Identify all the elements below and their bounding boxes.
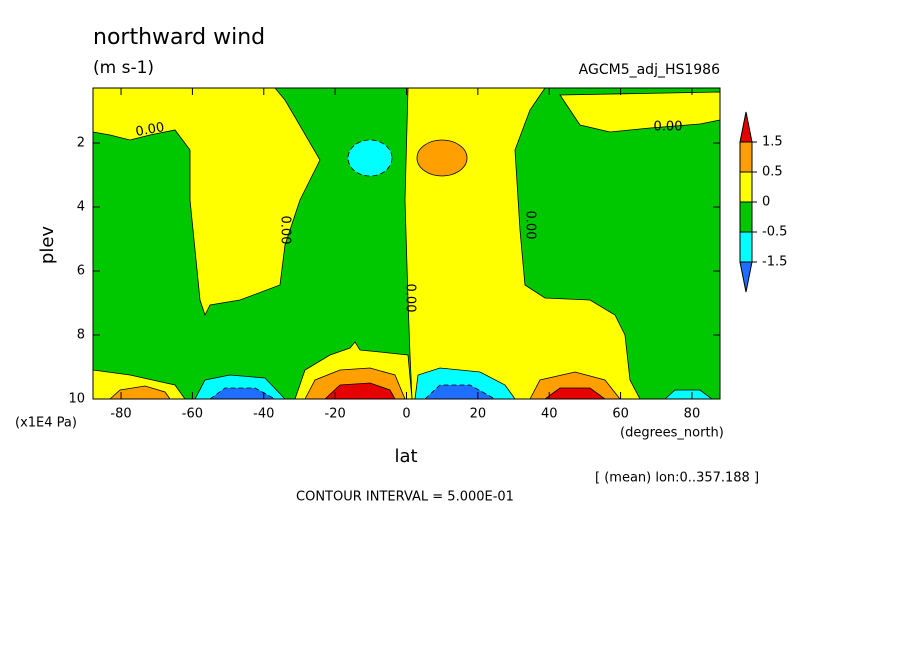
units: (m s-1) [93,58,154,78]
colorbar-label: -1.5 [762,255,787,270]
y-tick-label: 8 [77,328,85,343]
shaded-region [92,87,321,317]
x-tick-label: -60 [182,407,203,422]
y-units: (x1E4 Pa) [15,416,77,431]
x-units: (degrees_north) [620,426,724,441]
y-tick-label: 2 [77,136,85,151]
colorbar-label: -0.5 [762,225,787,240]
contour-label: 0.00 [523,211,538,240]
x-axis-label: lat [394,446,417,467]
contour-interval: CONTOUR INTERVAL = 5.000E-01 [296,490,514,505]
dataset: AGCM5_adj_HS1986 [579,62,720,78]
shaded-region [208,387,276,400]
colorbar-swatch [739,171,753,203]
x-tick-label: 60 [612,407,629,422]
colorbar-swatch [739,231,753,263]
shaded-region [416,139,468,177]
x-tick-label: 20 [470,407,487,422]
contour-label: 0.00 [654,120,683,135]
colorbar-swatch [739,111,753,143]
chart-title: northward wind [93,25,265,50]
x-tick-label: -40 [253,407,274,422]
colorbar-label: 0 [762,195,770,210]
contour-label: 0.00 [134,120,165,140]
y-tick-label: 10 [68,392,85,407]
contour-label: 0.00 [278,216,293,245]
x-tick-label: -20 [325,407,346,422]
shaded-region [347,139,393,177]
field [92,87,721,400]
x-tick-label: 80 [684,407,701,422]
x-tick-label: -80 [110,407,131,422]
colorbar-swatch [739,201,753,233]
contour-label: 0.00 [403,284,418,313]
note: [ (mean) lon:0..357.188 ] [595,471,759,486]
x-tick-label: 0 [402,407,410,422]
x-tick-label: 40 [541,407,558,422]
y-tick-label: 6 [77,264,85,279]
colorbar-swatch [739,141,753,173]
colorbar-label: 1.5 [762,135,783,150]
colorbar-label: 0.5 [762,165,783,180]
y-axis-label: plev [37,226,58,265]
y-tick-label: 4 [77,200,85,215]
